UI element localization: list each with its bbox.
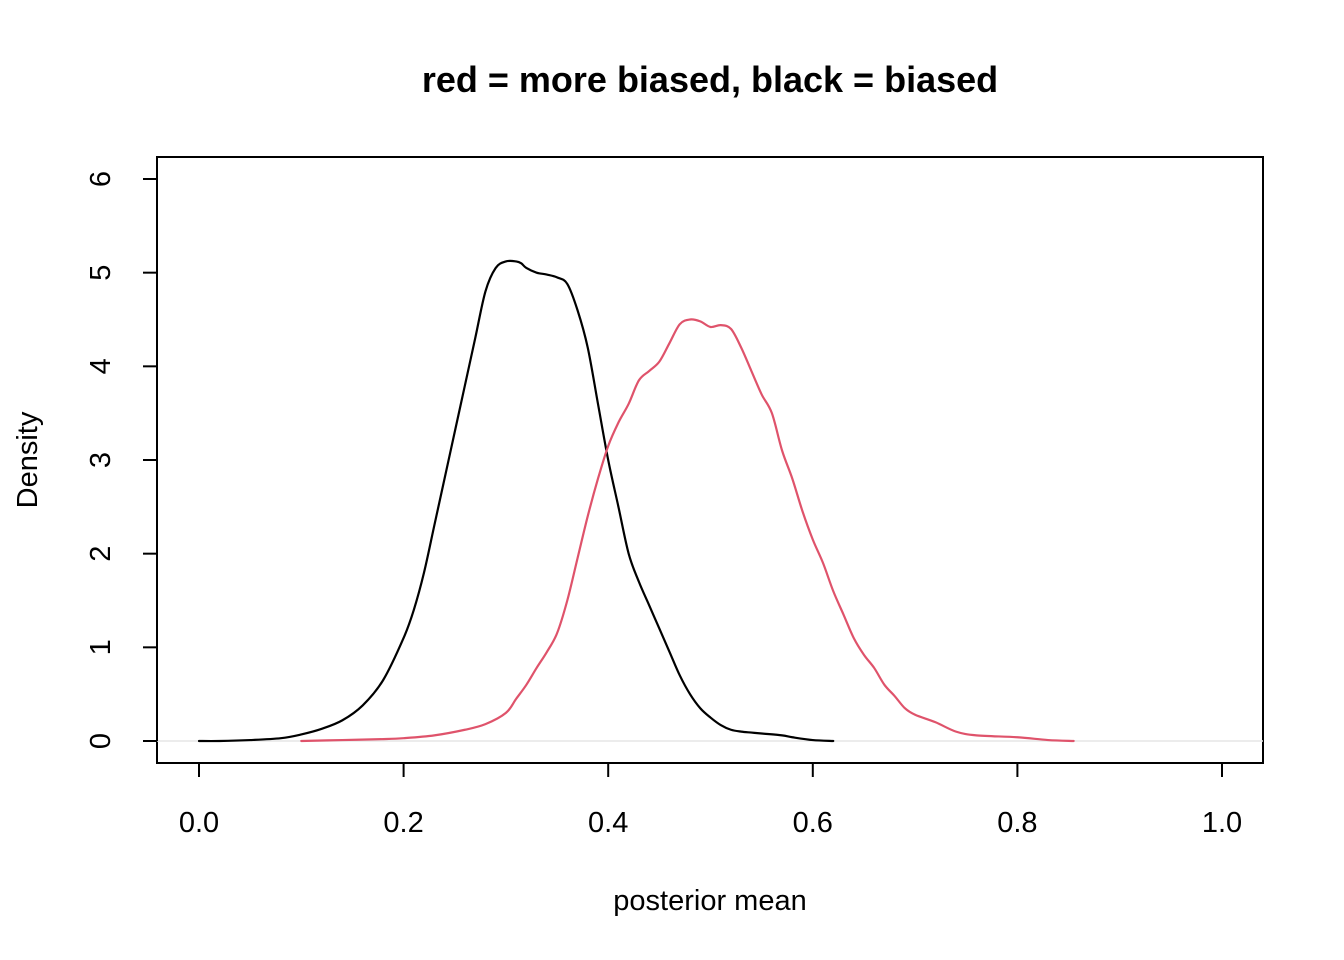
x-tick-label: 0.2: [383, 807, 423, 839]
x-axis: 0.0 0.2 0.4 0.6 0.8 1.0: [179, 762, 1242, 839]
x-tick-label: 0.0: [179, 807, 219, 839]
y-tick-label: 5: [85, 265, 117, 281]
series-layer: [197, 259, 1075, 743]
plot-frame: [156, 156, 1264, 764]
more-biased-density-line: [300, 318, 1075, 743]
y-tick-label: 4: [85, 358, 117, 374]
y-tick-label: 1: [85, 639, 117, 655]
x-axis-label: posterior mean: [613, 885, 806, 917]
chart-title: red = more biased, black = biased: [422, 59, 998, 100]
x-tick-label: 0.4: [588, 807, 628, 839]
y-tick-label: 0: [85, 733, 117, 749]
y-tick-label: 2: [85, 546, 117, 562]
x-tick-label: 0.6: [793, 807, 833, 839]
y-tick-label: 6: [85, 171, 117, 187]
x-tick-label: 0.8: [997, 807, 1037, 839]
y-axis: 0 1 2 3 4 5 6: [85, 171, 158, 749]
biased-density-line: [197, 259, 835, 743]
y-tick-label: 3: [85, 452, 117, 468]
y-axis-label: Density: [12, 411, 44, 508]
x-tick-label: 1.0: [1202, 807, 1242, 839]
